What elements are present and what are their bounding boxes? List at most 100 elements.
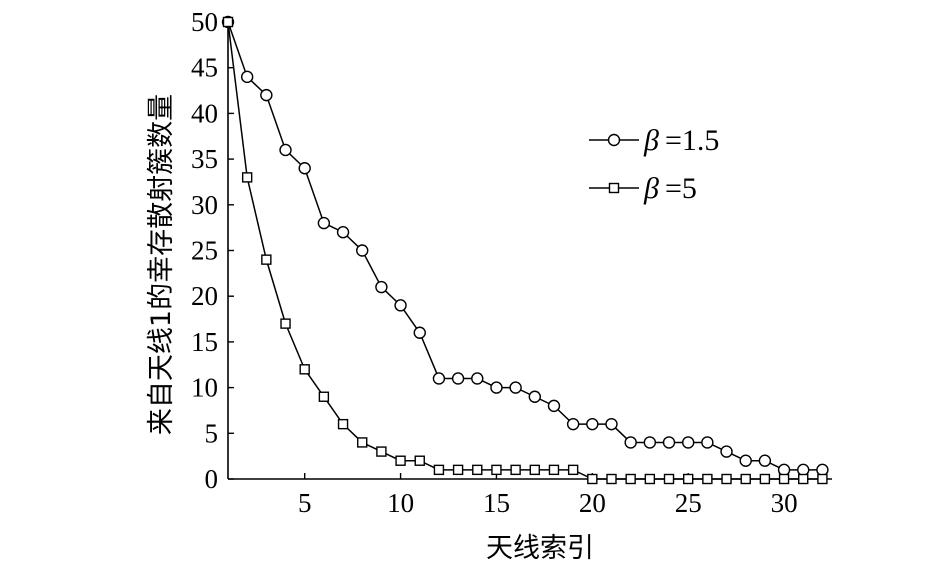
- data-point: [701, 436, 714, 449]
- data-point: [357, 437, 368, 448]
- data-point: [644, 473, 656, 485]
- data-point: [739, 454, 752, 467]
- data-point: [509, 381, 522, 394]
- data-point: [566, 417, 580, 431]
- x-tick-label: 20: [579, 488, 606, 518]
- legend-marker: [608, 182, 620, 194]
- data-point: [280, 318, 291, 329]
- data-point: [395, 455, 406, 466]
- data-point: [817, 473, 828, 485]
- data-point: [547, 399, 561, 413]
- data-point: [432, 372, 446, 385]
- x-axis-label: 天线索引: [486, 533, 594, 564]
- data-point: [298, 162, 311, 175]
- ticks: 0 5 10 15 20 25 30 35 40 45 50 5 10 15 20 25 30: [191, 7, 798, 518]
- y-tick-label: 30: [191, 190, 218, 220]
- data-point: [336, 226, 350, 239]
- data-point: [624, 436, 637, 449]
- y-tick-label: 5: [205, 418, 219, 448]
- data-point: [394, 299, 407, 312]
- series-line: [227, 21, 823, 471]
- data-point: [662, 436, 676, 449]
- legend-value: =1.5: [665, 124, 719, 157]
- data-point: [510, 464, 521, 476]
- data-point: [261, 254, 272, 265]
- data-point: [337, 418, 349, 430]
- data-point: [376, 446, 387, 457]
- data-point: [797, 463, 810, 477]
- data-point: [241, 172, 253, 183]
- data-point: [778, 473, 790, 485]
- data-point: [605, 417, 618, 431]
- x-tick-label: 25: [675, 488, 702, 518]
- legend-marker: [607, 133, 621, 147]
- data-point: [317, 216, 331, 230]
- data-point: [451, 372, 465, 385]
- data-point: [260, 88, 273, 102]
- y-tick-label: 0: [205, 464, 219, 494]
- data-point: [222, 16, 234, 28]
- legend-label: β =5: [643, 172, 697, 205]
- y-tick-label: 20: [191, 281, 218, 311]
- y-tick-label: 50: [191, 7, 218, 37]
- legend-entry: β =5: [589, 172, 697, 205]
- data-point: [758, 454, 772, 467]
- data-point: [740, 473, 751, 485]
- data-point: [625, 473, 636, 485]
- y-tick-label: 45: [191, 53, 218, 83]
- data-point: [586, 417, 599, 431]
- y-tick-label: 10: [191, 373, 218, 403]
- x-tick-label: 15: [483, 488, 510, 518]
- data-point: [375, 280, 388, 294]
- data-point: [587, 473, 598, 485]
- data-point: [471, 372, 484, 385]
- data-point: [606, 473, 617, 485]
- legend-value: =5: [665, 172, 697, 205]
- data-point: [529, 464, 540, 476]
- y-tick-label: 25: [191, 236, 218, 266]
- axes: [227, 22, 832, 480]
- series-2: [222, 16, 828, 485]
- legend-entry: β =1.5: [589, 124, 719, 157]
- data-point: [452, 464, 464, 476]
- data-point: [681, 436, 695, 449]
- y-tick-label: 15: [191, 327, 218, 357]
- data-point: [240, 70, 254, 84]
- series-line: [227, 21, 823, 480]
- data-point: [777, 463, 791, 477]
- x-tick-label: 5: [298, 488, 312, 518]
- data-point: [472, 464, 483, 476]
- data-point: [433, 464, 445, 476]
- data-point: [759, 473, 771, 485]
- legend: β =1.5β =5: [589, 124, 719, 205]
- data-point: [663, 473, 675, 485]
- data-point: [643, 436, 657, 449]
- data-point: [491, 464, 502, 476]
- data-point: [720, 445, 733, 458]
- legend-symbol: β: [643, 172, 659, 205]
- legend-label: β =1.5: [643, 124, 719, 157]
- data-point: [356, 244, 369, 257]
- data-point: [548, 464, 560, 476]
- y-tick-label: 35: [191, 144, 218, 174]
- x-tick-label: 10: [387, 488, 414, 518]
- data-point: [414, 455, 425, 466]
- data-point: [299, 364, 310, 375]
- data-point: [528, 390, 541, 403]
- legend-symbol: β: [643, 124, 659, 157]
- data-point: [318, 391, 330, 402]
- data-point: [279, 143, 292, 157]
- y-tick-label: 40: [191, 98, 218, 128]
- x-tick-label: 30: [771, 488, 798, 518]
- data-point: [798, 473, 809, 485]
- series-1: [221, 15, 829, 477]
- series-layer: [221, 15, 829, 485]
- data-point: [413, 326, 426, 339]
- data-point: [682, 473, 694, 485]
- y-axis-label: 来自天线1的幸存散射簇数量: [146, 94, 177, 435]
- data-point: [567, 464, 579, 476]
- data-point: [721, 473, 732, 485]
- data-point: [702, 473, 713, 485]
- data-point: [816, 463, 829, 477]
